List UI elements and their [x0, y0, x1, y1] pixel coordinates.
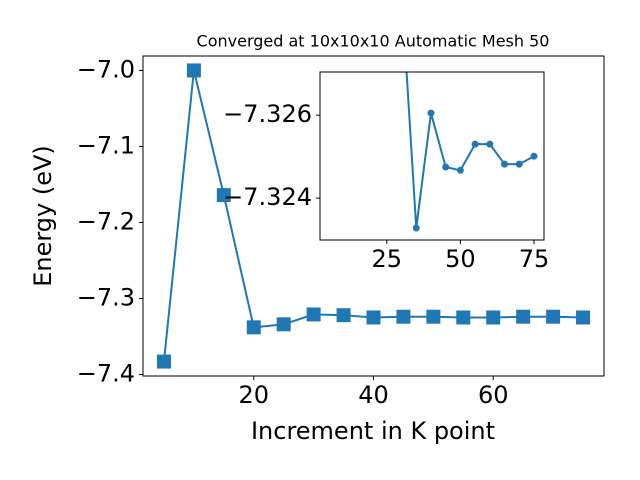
y-tick-label: −7.1 [77, 131, 135, 159]
data-point [366, 310, 381, 325]
data-point [412, 224, 420, 232]
data-point [486, 140, 494, 148]
axes-frame [319, 71, 545, 241]
data-point [216, 188, 231, 203]
y-axis-label: Energy (eV) [29, 145, 57, 287]
axes-frame [142, 55, 605, 377]
data-point [546, 309, 561, 324]
plot-series [156, 63, 591, 369]
y-tick-label: −7.3 [77, 283, 135, 311]
data-point [471, 140, 479, 148]
data-point [186, 63, 201, 78]
data-point [456, 310, 471, 325]
data-point [515, 160, 523, 168]
x-tick-label: 60 [478, 381, 509, 409]
x-tick-label: 40 [358, 381, 389, 409]
x-tick-label: 75 [519, 245, 550, 273]
data-point [426, 309, 441, 324]
data-point [530, 152, 538, 160]
data-point [306, 307, 321, 322]
data-point [486, 310, 501, 325]
x-tick-label: 20 [238, 381, 269, 409]
data-point [516, 309, 531, 324]
data-point [396, 309, 411, 324]
plot-series [405, 72, 538, 232]
data-point [427, 109, 435, 117]
x-axis-label: Increment in K point [251, 417, 495, 445]
chart-title: Converged at 10x10x10 Automatic Mesh 50 [197, 32, 550, 51]
y-tick-label: −7.326 [223, 100, 312, 128]
y-tick-label: −7.4 [77, 359, 135, 387]
x-tick-label: 25 [372, 245, 403, 273]
y-tick-label: −7.2 [77, 207, 135, 235]
plot-area [320, 72, 544, 240]
y-tick-label: −7.324 [223, 183, 312, 211]
data-point [442, 163, 450, 171]
data-point [156, 354, 171, 369]
y-tick-label: −7.0 [77, 55, 135, 83]
data-point [576, 310, 591, 325]
data-point [336, 308, 351, 323]
data-point [276, 317, 291, 332]
data-line [405, 72, 535, 229]
x-tick-label: 50 [445, 245, 476, 273]
data-point [501, 160, 509, 168]
data-point [456, 166, 464, 174]
data-point [246, 320, 261, 335]
